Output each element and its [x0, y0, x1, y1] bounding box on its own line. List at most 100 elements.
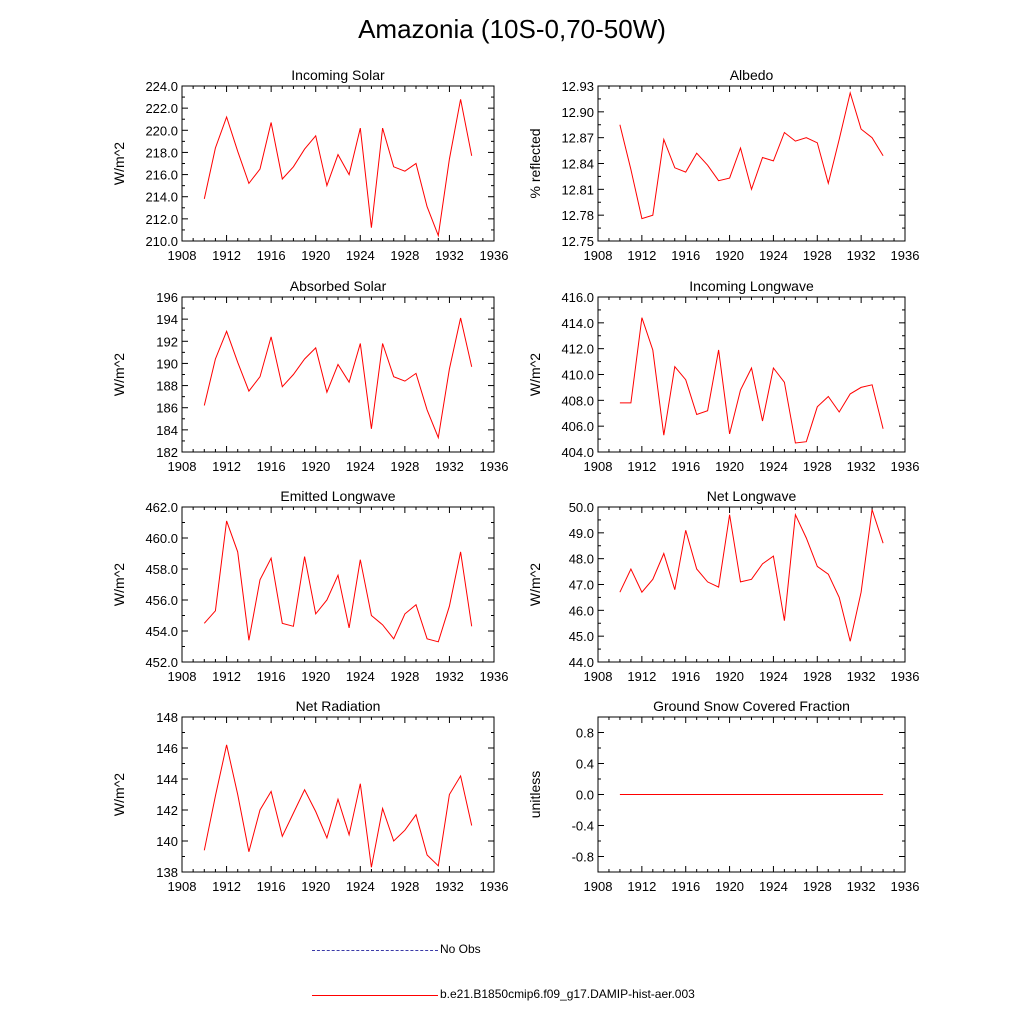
y-tick-label: 460.0 [145, 531, 178, 546]
x-tick-label: 1928 [390, 669, 419, 684]
y-tick-label: 194 [156, 312, 178, 327]
y-tick-label: 454.0 [145, 624, 178, 639]
x-tick-label: 1908 [584, 669, 613, 684]
x-tick-label: 1908 [584, 459, 613, 474]
y-axis-label: W/m^2 [111, 773, 127, 816]
x-tick-label: 1912 [627, 669, 656, 684]
x-tick-label: 1916 [257, 248, 286, 263]
y-tick-label: 48.0 [569, 552, 594, 567]
x-tick-label: 1932 [435, 669, 464, 684]
panel-title: Emitted Longwave [280, 488, 395, 504]
x-tick-label: 1908 [168, 669, 197, 684]
x-tick-label: 1928 [803, 879, 832, 894]
x-tick-label: 1936 [480, 879, 509, 894]
y-tick-label: 148 [156, 710, 178, 725]
x-tick-label: 1908 [584, 248, 613, 263]
x-tick-label: 1924 [346, 669, 375, 684]
panel-title: Net Longwave [707, 488, 797, 504]
x-tick-label: 1916 [671, 459, 700, 474]
y-tick-label: 12.87 [561, 131, 594, 146]
x-tick-label: 1920 [301, 459, 330, 474]
panel-title: Incoming Longwave [689, 278, 814, 294]
x-tick-label: 1936 [480, 248, 509, 263]
y-axis-label: % reflected [527, 128, 543, 198]
x-tick-label: 1936 [480, 669, 509, 684]
y-tick-label: 410.0 [561, 368, 594, 383]
x-tick-label: 1928 [803, 669, 832, 684]
y-tick-label: 222.0 [145, 101, 178, 116]
chart-panel-3: Absorbed Solar W/m^2 1908 1912 1916 1920 1924 1… [111, 278, 508, 474]
x-tick-label: 1936 [891, 459, 920, 474]
x-tick-label: 1908 [168, 459, 197, 474]
x-tick-label: 1912 [212, 879, 241, 894]
x-tick-label: 1924 [759, 879, 788, 894]
y-tick-label: 218.0 [145, 145, 178, 160]
chart-panel-4: Incoming Longwave W/m^2 1908 1912 1916 1920 19… [527, 278, 919, 474]
chart-panel-5: Emitted Longwave W/m^2 1908 1912 1916 1920 192… [111, 488, 508, 684]
x-tick-label: 1908 [168, 248, 197, 263]
x-tick-label: 1912 [212, 669, 241, 684]
y-tick-label: 138 [156, 865, 178, 880]
series-line [203, 520, 473, 643]
x-tick-label: 1924 [759, 248, 788, 263]
y-tick-label: 406.0 [561, 419, 594, 434]
y-tick-label: 12.93 [561, 79, 594, 94]
y-tick-label: 224.0 [145, 79, 178, 94]
series-line [619, 509, 884, 642]
series-line [203, 744, 473, 868]
y-tick-label: 47.0 [569, 578, 594, 593]
x-tick-label: 1924 [346, 248, 375, 263]
panel-title: Absorbed Solar [290, 278, 387, 294]
legend-model-label: b.e21.B1850cmip6.f09_g17.DAMIP-hist-aer.… [440, 987, 695, 1001]
y-tick-label: 50.0 [569, 500, 594, 515]
y-tick-label: 146 [156, 741, 178, 756]
y-tick-label: -0.4 [572, 819, 594, 834]
chart-panel-2: Albedo % reflected 1908 1912 1916 1920 1924 192… [527, 67, 919, 263]
x-tick-label: 1936 [891, 669, 920, 684]
x-tick-label: 1936 [891, 879, 920, 894]
y-tick-label: 144 [156, 772, 178, 787]
x-tick-label: 1928 [390, 248, 419, 263]
y-tick-label: 0.8 [576, 726, 594, 741]
x-tick-label: 1920 [301, 669, 330, 684]
y-tick-label: 12.81 [561, 182, 594, 197]
x-tick-label: 1912 [627, 248, 656, 263]
x-tick-label: 1908 [584, 879, 613, 894]
plot-frame [181, 85, 495, 242]
y-axis-label: unitless [527, 771, 543, 818]
x-tick-label: 1924 [346, 879, 375, 894]
x-tick-label: 1932 [847, 459, 876, 474]
y-tick-label: 44.0 [569, 655, 594, 670]
x-tick-label: 1920 [715, 879, 744, 894]
x-tick-label: 1928 [803, 459, 832, 474]
series-line [203, 317, 473, 440]
y-axis-label: W/m^2 [111, 563, 127, 606]
y-tick-label: 12.90 [561, 105, 594, 120]
x-tick-label: 1924 [759, 459, 788, 474]
x-tick-label: 1932 [435, 248, 464, 263]
x-tick-label: 1912 [627, 459, 656, 474]
series-line [203, 99, 473, 238]
x-tick-label: 1912 [627, 879, 656, 894]
y-tick-label: 216.0 [145, 168, 178, 183]
x-tick-label: 1936 [480, 459, 509, 474]
x-tick-label: 1920 [301, 879, 330, 894]
x-tick-label: 1916 [671, 879, 700, 894]
y-tick-label: 192 [156, 334, 178, 349]
x-tick-label: 1924 [346, 459, 375, 474]
series-line [619, 317, 884, 444]
plot-frame [181, 296, 495, 453]
x-tick-label: 1908 [168, 879, 197, 894]
y-tick-label: 408.0 [561, 393, 594, 408]
plot-frame [597, 296, 906, 453]
y-tick-label: 12.75 [561, 234, 594, 249]
y-tick-label: 49.0 [569, 526, 594, 541]
x-tick-label: 1932 [847, 879, 876, 894]
y-axis-label: W/m^2 [527, 353, 543, 396]
y-tick-label: 184 [156, 423, 178, 438]
y-tick-label: 182 [156, 445, 178, 460]
y-tick-label: 458.0 [145, 562, 178, 577]
legend-model-line [312, 995, 438, 996]
y-tick-label: 190 [156, 356, 178, 371]
